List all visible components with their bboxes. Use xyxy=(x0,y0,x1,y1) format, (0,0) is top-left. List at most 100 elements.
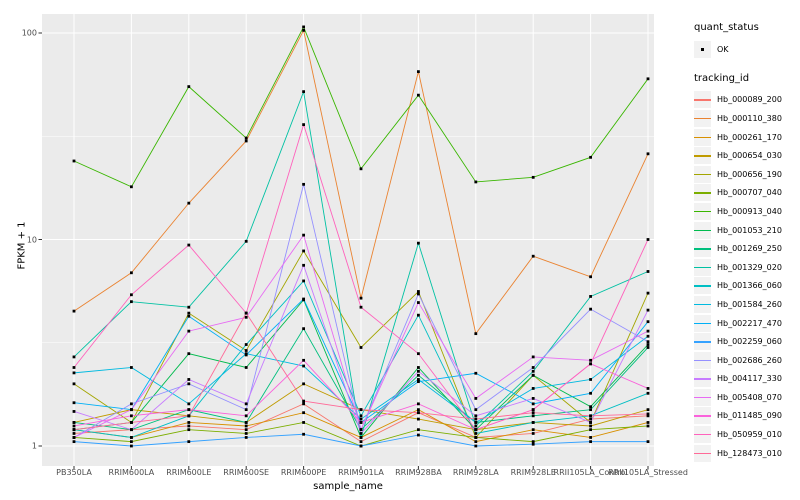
legend-item: Hb_000656_190 xyxy=(694,165,800,184)
series-color-key-icon xyxy=(694,295,711,313)
tracking-id-legend-title: tracking_id xyxy=(694,72,750,84)
legend-item: Hb_001053_210 xyxy=(694,221,800,240)
legend-item: Hb_001584_260 xyxy=(694,295,800,314)
data-point xyxy=(417,70,420,74)
legend-item-label: Hb_001584_260 xyxy=(717,299,782,309)
data-point xyxy=(417,369,420,373)
data-point xyxy=(531,373,535,377)
data-point xyxy=(359,436,363,439)
legend-item-label: Hb_004117_330 xyxy=(717,374,782,384)
data-point xyxy=(417,313,420,317)
data-point xyxy=(72,436,76,439)
data-point xyxy=(417,290,420,293)
data-point xyxy=(531,408,535,412)
data-point xyxy=(646,391,650,395)
legend-item-label: Hb_000654_030 xyxy=(717,151,782,161)
data-point xyxy=(531,387,535,390)
x-tick-label: RRII105LA_Stressed xyxy=(608,468,688,477)
legend-item-label: Hb_001269_250 xyxy=(717,244,782,254)
legend-item-label: Hb_000707_040 xyxy=(717,188,782,198)
data-point xyxy=(589,408,592,412)
data-point xyxy=(646,238,650,241)
data-point xyxy=(130,300,133,304)
legend-item: Hb_001329_020 xyxy=(694,258,800,277)
data-point xyxy=(187,201,191,205)
legend-item-label: Hb_050959_010 xyxy=(717,430,782,440)
legend-item-label: OK xyxy=(717,44,729,54)
data-point xyxy=(302,25,305,29)
data-point xyxy=(359,346,363,349)
data-point xyxy=(531,432,535,435)
data-point xyxy=(130,293,133,297)
data-point xyxy=(72,432,76,435)
legend-item: Hb_000110_380 xyxy=(694,109,800,128)
series-line-icon xyxy=(694,359,711,362)
legend-item-label: Hb_000089_200 xyxy=(717,95,782,105)
data-point xyxy=(474,414,478,418)
legend-item: Hb_000913_040 xyxy=(694,202,800,221)
data-point xyxy=(474,421,478,424)
data-point xyxy=(474,428,478,432)
data-point xyxy=(646,320,650,324)
data-point xyxy=(589,378,592,381)
data-point xyxy=(646,329,650,333)
legend-item-label: Hb_000913_040 xyxy=(717,206,782,216)
data-point xyxy=(474,417,478,421)
data-point xyxy=(72,366,76,369)
data-point xyxy=(359,408,363,412)
data-point xyxy=(474,371,478,375)
data-point xyxy=(417,411,420,415)
series-color-key-icon xyxy=(694,314,711,332)
data-point xyxy=(244,421,248,424)
data-point xyxy=(244,315,248,319)
data-point xyxy=(417,352,420,356)
data-point xyxy=(474,180,478,184)
data-point xyxy=(72,401,76,405)
data-point xyxy=(302,327,305,331)
series-line-icon xyxy=(694,452,711,455)
data-point xyxy=(646,343,650,346)
legend-item-label: Hb_000261_170 xyxy=(717,132,782,142)
data-point xyxy=(589,417,592,421)
data-point xyxy=(187,424,191,428)
data-point xyxy=(589,307,592,311)
data-point xyxy=(72,371,76,375)
series-line-icon xyxy=(694,266,711,269)
data-point xyxy=(244,349,248,352)
data-point xyxy=(531,442,535,446)
data-point xyxy=(646,308,650,312)
data-point xyxy=(187,428,191,432)
series-color-key-icon xyxy=(694,109,711,127)
data-point xyxy=(130,366,133,369)
series-color-key-icon xyxy=(694,165,711,183)
data-point xyxy=(531,369,535,373)
data-point xyxy=(72,159,76,163)
ok-point-icon xyxy=(694,40,711,58)
data-point xyxy=(589,275,592,279)
data-point xyxy=(474,444,478,448)
data-point xyxy=(589,414,592,418)
data-point xyxy=(130,408,133,412)
data-point xyxy=(359,432,363,435)
data-point xyxy=(302,411,305,415)
data-point xyxy=(302,399,305,403)
data-point xyxy=(646,424,650,428)
data-point xyxy=(474,397,478,400)
legend-item: Hb_002686_260 xyxy=(694,351,800,370)
legend-item-label: Hb_011485_090 xyxy=(717,411,782,421)
data-point xyxy=(417,433,420,437)
data-point xyxy=(589,295,592,298)
legend-item-label: Hb_128473_010 xyxy=(717,448,782,458)
series-color-key-icon xyxy=(694,426,711,444)
series-color-key-icon xyxy=(694,91,711,109)
data-point xyxy=(187,314,191,318)
data-point xyxy=(302,402,305,406)
data-point xyxy=(589,155,592,159)
data-point xyxy=(187,421,191,424)
series-line-icon xyxy=(694,229,711,231)
data-point xyxy=(244,343,248,346)
data-point xyxy=(359,414,363,418)
data-point xyxy=(302,90,305,94)
series-line-icon xyxy=(694,210,711,213)
data-point xyxy=(302,182,305,186)
